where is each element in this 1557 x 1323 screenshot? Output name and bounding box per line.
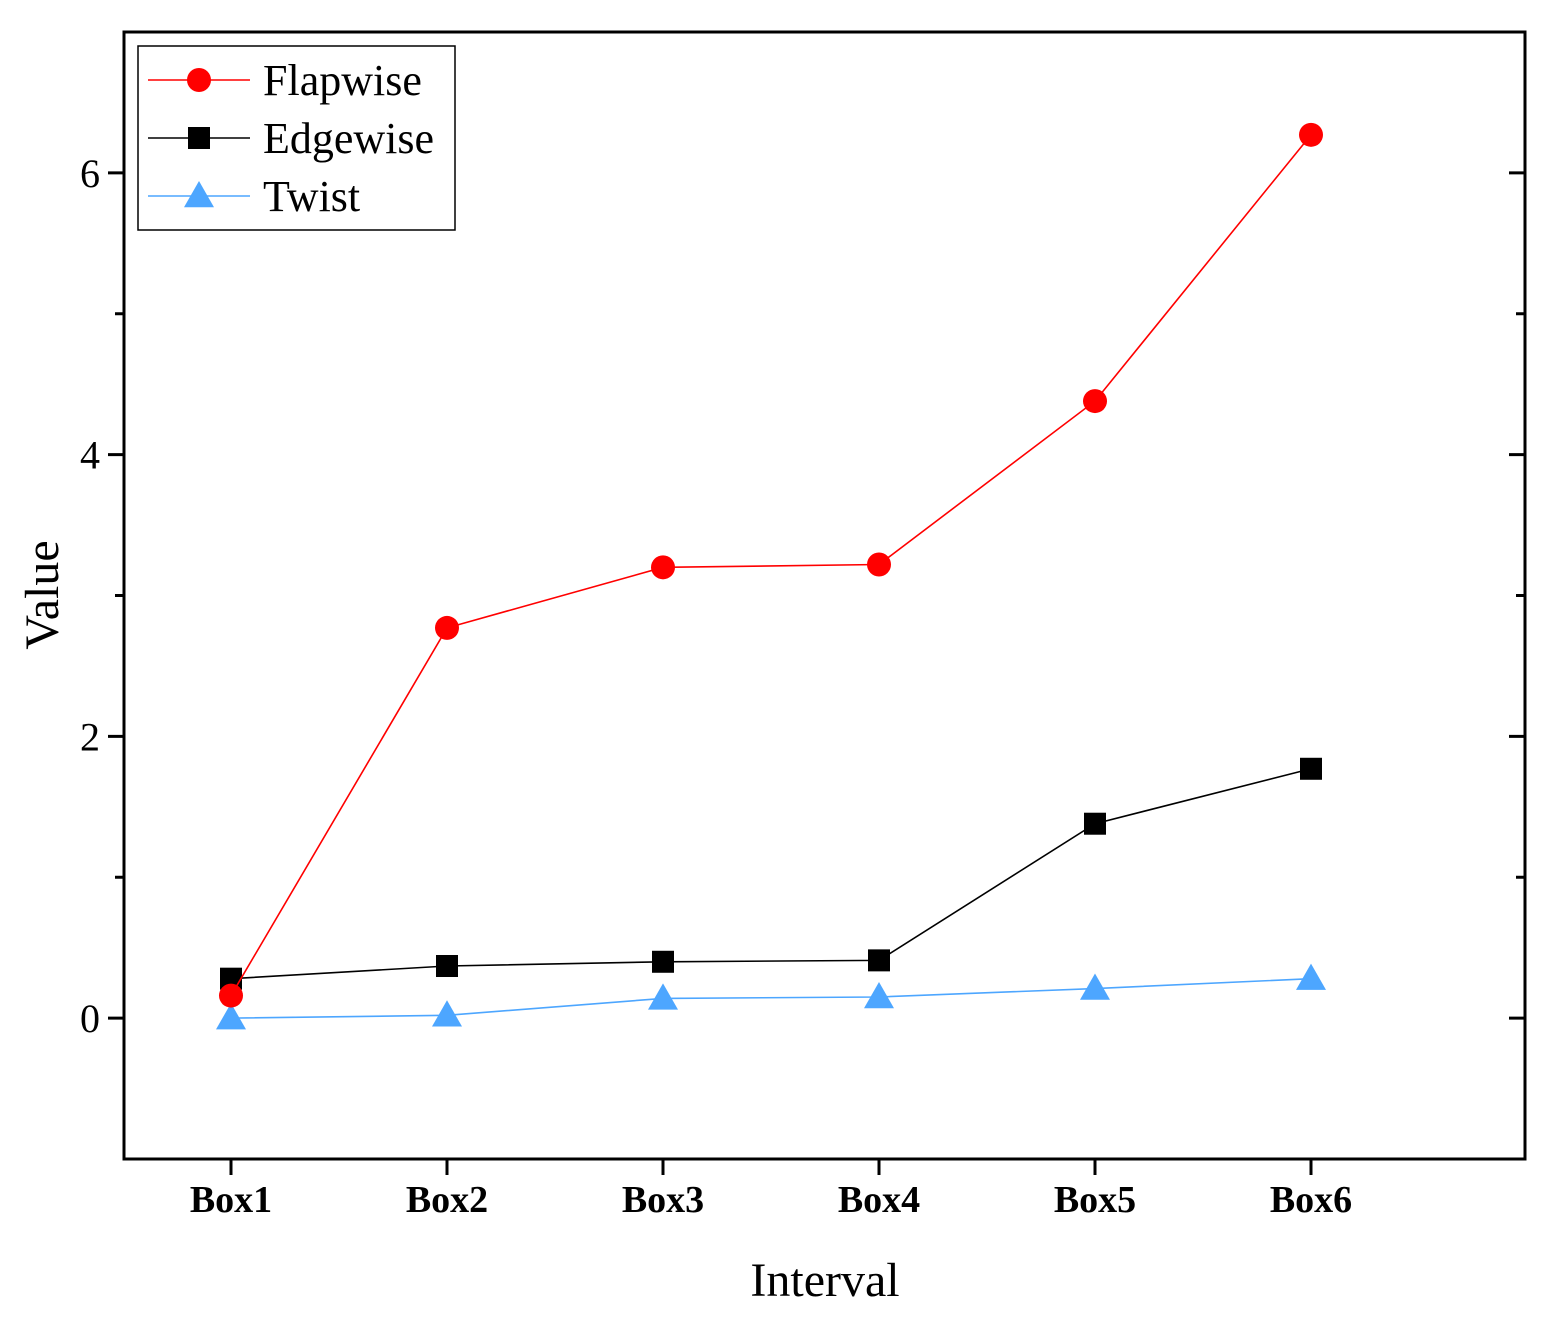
y-tick-label-4: 4 — [80, 433, 100, 478]
y-axis-title: Value — [16, 540, 69, 649]
series-flapwise — [219, 122, 1323, 1008]
flapwise-point-Box4 — [867, 552, 891, 577]
twist-line — [230, 977, 1312, 1019]
legend-label-flapwise: Flapwise — [263, 56, 422, 105]
legend-label-twist: Twist — [263, 172, 360, 221]
twist-point-Box2 — [432, 1000, 462, 1027]
edgewise-point-Box2 — [436, 955, 458, 978]
edgewise-line — [230, 768, 1312, 980]
edgewise-point-Box6 — [1300, 757, 1322, 780]
x-tick-label-Box1: Box1 — [190, 1179, 272, 1221]
twist-point-Box6 — [1296, 963, 1326, 990]
edgewise-point-Box4 — [868, 949, 890, 972]
legend-marker-twist — [184, 181, 214, 208]
legend-label-edgewise: Edgewise — [263, 114, 434, 163]
legend-marker-edgewise — [188, 127, 210, 149]
edgewise-point-Box5 — [1084, 812, 1106, 835]
x-tick-label-Box6: Box6 — [1270, 1179, 1352, 1221]
flapwise-point-Box3 — [651, 555, 675, 580]
edgewise-point-Box3 — [652, 950, 674, 973]
series-twist — [216, 963, 1326, 1030]
legend-marker-flapwise — [187, 68, 211, 92]
series-edgewise — [220, 757, 1322, 990]
twist-point-Box3 — [648, 983, 678, 1010]
x-tick-label-Box3: Box3 — [622, 1179, 704, 1221]
flapwise-point-Box1 — [219, 983, 243, 1008]
flapwise-point-Box5 — [1083, 389, 1107, 414]
flapwise-point-Box6 — [1299, 122, 1323, 147]
x-tick-label-Box4: Box4 — [838, 1179, 920, 1221]
y-tick-label-0: 0 — [80, 996, 100, 1041]
flapwise-line — [230, 134, 1312, 996]
edgewise-point-Box1 — [220, 967, 242, 990]
twist-point-Box1 — [216, 1003, 246, 1030]
y-tick-label-2: 2 — [80, 714, 100, 759]
x-tick-label-Box5: Box5 — [1054, 1179, 1136, 1221]
flapwise-point-Box2 — [435, 615, 459, 640]
x-axis-title: Interval — [750, 1254, 899, 1307]
y-tick-label-6: 6 — [80, 151, 100, 196]
x-tick-label-Box2: Box2 — [406, 1179, 488, 1221]
twist-point-Box4 — [864, 981, 894, 1009]
twist-point-Box5 — [1080, 973, 1110, 1000]
